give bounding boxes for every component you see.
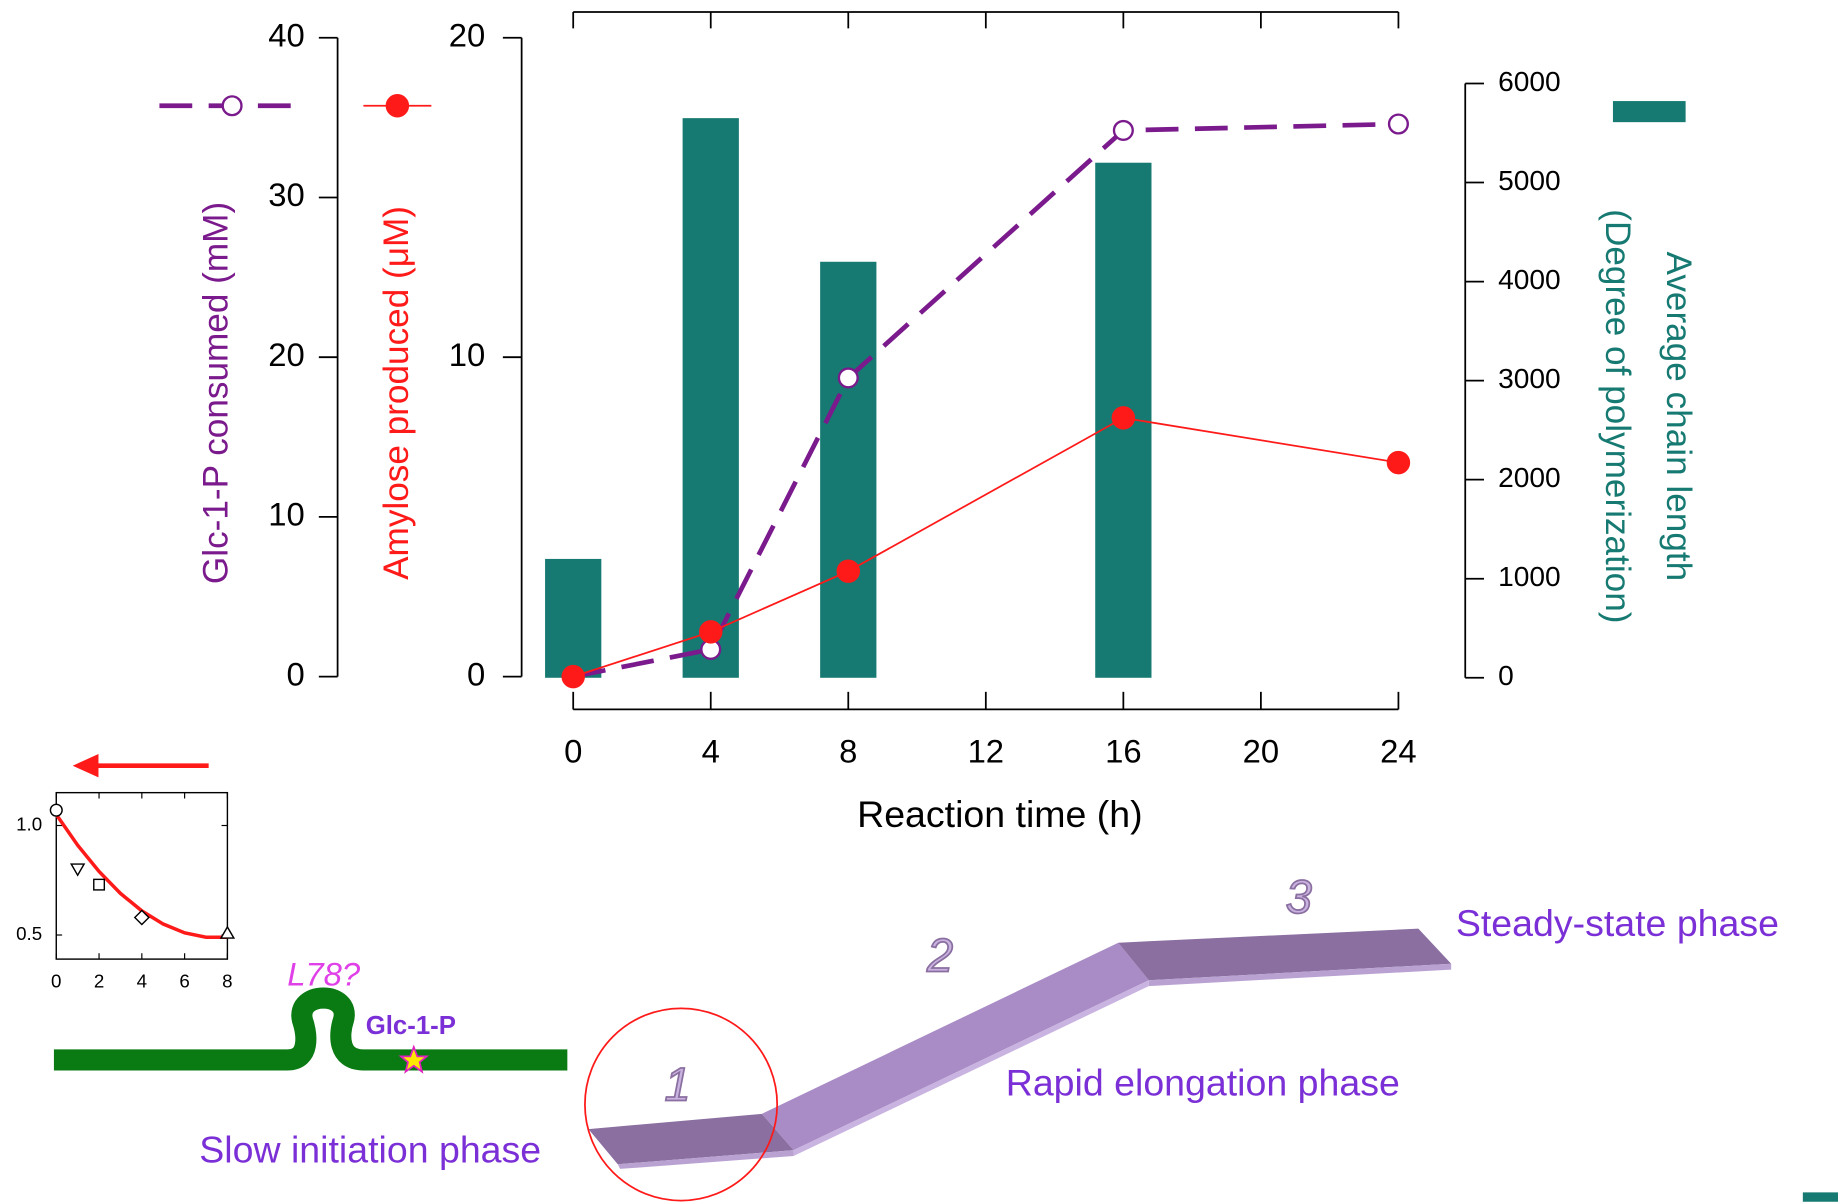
x-tick-label: 24 <box>1380 733 1417 770</box>
x-axis-label: Reaction time (h) <box>857 793 1143 835</box>
y3-tick-label: 4000 <box>1498 264 1561 295</box>
y2-axis-label: Amylose produced (μM) <box>377 206 416 580</box>
point <box>49 803 63 817</box>
y3-axis-label: (Degree of polymerization) <box>1598 209 1637 623</box>
y-tick-label: 20 <box>449 16 486 53</box>
phase-label: Rapid elongation phase <box>1006 1062 1400 1104</box>
x-tick-label: 12 <box>968 733 1005 770</box>
legend-marker <box>221 95 243 117</box>
x-tick-label: 8 <box>222 971 232 992</box>
y3-tick-label: 3000 <box>1498 363 1561 394</box>
x-tick-label: 8 <box>839 733 857 770</box>
y-tick-label: 0.5 <box>16 923 42 944</box>
y-tick-label: 10 <box>449 336 486 373</box>
ramp-segment <box>1118 928 1452 981</box>
y-axis-label: Glc-1-P consumed (mM) <box>196 202 235 584</box>
ramp-edge <box>1148 963 1452 987</box>
bar <box>545 558 602 678</box>
x-tick-label: 0 <box>51 971 61 992</box>
arrow-head <box>72 753 99 778</box>
y3-axis-label: Average chain length <box>1659 252 1698 582</box>
point <box>133 909 150 926</box>
bar <box>682 118 739 678</box>
x-tick-label: 2 <box>94 971 104 992</box>
legend-marker <box>385 94 410 118</box>
bar <box>820 261 877 678</box>
ramp-edge <box>617 1150 794 1169</box>
point <box>561 664 585 689</box>
phase-label: Slow initiation phase <box>199 1128 541 1170</box>
y-tick-label: 10 <box>268 496 305 533</box>
point <box>836 559 860 583</box>
point <box>219 925 236 939</box>
y-tick-label: 1.0 <box>16 813 42 834</box>
point <box>1386 450 1411 475</box>
y3-tick-label: 1000 <box>1498 561 1561 592</box>
x-tick-label: 4 <box>137 971 147 992</box>
y3-tick-label: 6000 <box>1498 66 1561 97</box>
ramp-segment <box>588 1113 794 1165</box>
x-tick-label: 0 <box>564 733 582 770</box>
y-tick-label: 20 <box>268 336 305 373</box>
y3-tick-label: 2000 <box>1498 462 1561 493</box>
point <box>699 620 723 644</box>
y-tick-label: 0 <box>287 655 305 692</box>
point <box>1112 119 1134 141</box>
substrate-label: Glc-1-P <box>366 1012 456 1040</box>
ramp <box>588 928 1452 1169</box>
y3-tick-label: 0 <box>1498 660 1514 691</box>
x-tick-label: 4 <box>702 733 720 770</box>
highlight-circle <box>584 1007 779 1202</box>
corner-swatch <box>1802 1192 1838 1202</box>
y-tick-label: 40 <box>268 16 305 53</box>
x-tick-label: 6 <box>179 971 189 992</box>
x-tick-label: 16 <box>1105 733 1142 770</box>
star <box>398 1044 430 1074</box>
protein-strand <box>53 987 568 1071</box>
y-tick-label: 0 <box>467 655 485 692</box>
y3-tick-label: 5000 <box>1498 165 1561 196</box>
ramp-edge <box>793 980 1149 1157</box>
legend-swatch <box>1612 101 1686 123</box>
phase-label: Steady-state phase <box>1456 902 1779 944</box>
annotation: L78? <box>287 955 361 992</box>
phase-number: 3 <box>1286 871 1312 923</box>
y-tick-label: 30 <box>268 176 305 213</box>
point <box>93 878 106 891</box>
phase-number: 2 <box>926 929 953 981</box>
x-tick-label: 20 <box>1243 733 1279 770</box>
point <box>69 863 86 877</box>
plot-frame <box>55 791 229 960</box>
phase-number: 1 <box>664 1058 690 1110</box>
point <box>1111 406 1136 430</box>
point <box>1387 113 1409 135</box>
point <box>837 367 859 389</box>
ramp-segment <box>761 942 1149 1151</box>
